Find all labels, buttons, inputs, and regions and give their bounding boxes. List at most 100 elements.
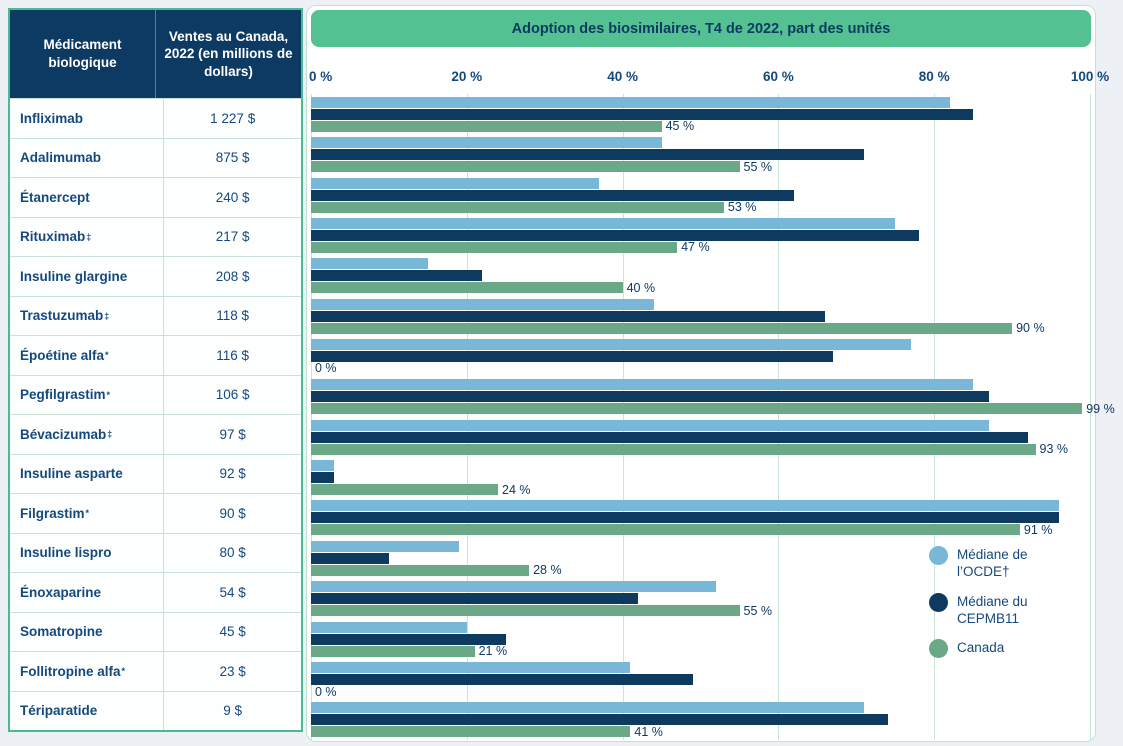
drug-name: Somatropine [20,624,103,640]
drug-name-cell: Follitropine alfa * [20,663,126,679]
drug-name: Bévacizumab [20,426,107,442]
drug-name-cell: Tériparatide [10,692,163,731]
canada-value-label: 41 % [634,724,663,739]
bar-canada [311,443,1036,455]
bar-ocde [311,500,1059,512]
table-row: Trastuzumab ‡ 118 $ [10,295,301,335]
plot-area: 45 % 55 % 53 % 47 % 40 % 90 % 0 % 99 % 93 % 24 % 9… [311,94,1115,740]
drug-name: Insuline lispro [20,545,112,561]
sales-value-cell: 23 $ [163,652,301,691]
canada-value-label: 91 % [1023,522,1053,537]
drug-name: Follitropine alfa [20,663,121,679]
drug-name: Insuline asparte [20,466,123,482]
gridline [934,94,936,740]
bar-cepmb [311,350,833,362]
gridline [622,94,624,740]
bar-canada [311,241,678,253]
table-row: Tériparatide 9 $ [10,690,301,731]
drug-name: Étanercept [20,189,90,205]
sales-value-cell: 80 $ [163,533,301,572]
chart-title: Adoption des biosimilaires, T4 de 2022, … [511,20,891,37]
canada-value-label: 99 % [1086,401,1115,416]
drug-name: Époétine alfa [20,347,105,363]
sales-value-cell: 875 $ [163,138,301,177]
bar-canada [311,282,623,294]
bar-canada [311,605,740,617]
canada-value-label: 55 % [743,603,773,618]
canada-value-label: 90 % [1016,321,1045,336]
drug-column-header: Médicament biologique [43,37,122,70]
sales-value-cell: 92 $ [163,454,301,493]
bar-ocde [311,581,717,593]
bar-ocde [311,96,950,108]
bar-ocde [311,338,911,350]
drug-name-cell: Filgrastim * [20,505,90,521]
bar-canada [311,161,740,173]
cepmb-legend-dot [929,592,948,612]
chart-panel: Adoption des biosimilaires, T4 de 2022, … [306,5,1115,742]
bar-cepmb [311,229,919,241]
legend-label: Médiane du CEPMB11 [957,593,1028,626]
table-row: Énoxaparine 54 $ [10,572,301,612]
canada-value-label: 24 % [502,482,531,497]
canada-value-label: 28 % [533,563,562,578]
drug-name-cell: Insuline lispro [10,534,163,573]
drug-sales-table: Médicament biologique Ventes au Canada, … [8,8,303,732]
drug-name: Adalimumab [20,150,102,166]
drug-name-cell: Époétine alfa * [20,347,109,363]
bar-ocde [311,137,662,149]
legend-item-ocde: Médiane de l’OCDE† [929,546,1041,581]
drug-name-cell: Bévacizumab ‡ [20,426,113,442]
bar-cepmb [311,633,506,645]
bar-ocde [311,217,896,229]
x-axis-ticks: 0 % 20 % 40 % 60 % 80 % 100 % [309,69,1109,89]
drug-name-cell: Étanercept [10,178,163,217]
canada-value-label: 55 % [743,159,773,174]
bar-canada [311,726,631,738]
bar-cepmb [311,552,389,564]
bar-cepmb [311,270,483,282]
drug-name-cell: Adalimumab [10,139,163,178]
x-tick-label: 20 % [451,69,483,84]
bar-canada [311,403,1083,415]
table-row: Insuline glargine 208 $ [10,256,301,296]
bar-ocde [311,460,335,472]
sales-column-header: Ventes au Canada, 2022 (en millions de d… [155,10,301,98]
bar-ocde [311,540,459,552]
legend-item-cepmb: Médiane du CEPMB11 [929,592,1041,628]
gridline [466,94,468,740]
drug-name: Rituximab [20,229,86,245]
bar-cepmb [311,431,1028,443]
bar-ocde [311,662,631,673]
canada-value-label: 0 % [315,684,337,699]
drug-name-cell: Insuline glargine [10,257,163,296]
drug-name: Trastuzumab [20,308,104,324]
canada-value-label: 21 % [478,644,508,659]
canada-value-label: 45 % [665,119,695,134]
sales-value-cell: 208 $ [163,257,301,296]
bar-ocde [311,621,467,633]
sales-value-cell: 116 $ [163,336,301,375]
drug-name-cell: Somatropine [10,613,163,652]
drug-name-cell: Infliximab [10,99,163,138]
drug-name: Filgrastim [20,505,85,521]
canada-value-label: 0 % [315,361,337,376]
bar-canada [311,120,662,132]
legend-label: Médiane de l’OCDE† [957,547,1028,580]
table-row: Filgrastim * 90 $ [10,493,301,533]
table-row: Insuline asparte 92 $ [10,453,301,493]
bar-cepmb [311,310,826,322]
legend-item-canada: Canada [929,639,1041,659]
table-row: Follitropine alfa * 23 $ [10,651,301,691]
x-tick-label: 40 % [607,69,638,84]
drug-table-body: Infliximab 1 227 $ Adalimumab 875 $ Étanerce… [10,98,301,730]
drug-name: Insuline glargine [20,268,128,284]
bar-cepmb [311,714,888,726]
sales-value-cell: 45 $ [163,612,301,651]
canada-value-label: 93 % [1039,442,1069,457]
bar-cepmb [311,108,974,120]
sales-value-cell: 106 $ [163,375,301,414]
sales-value-cell: 90 $ [163,494,301,533]
drug-name-cell: Rituximab ‡ [20,229,92,245]
bar-ocde [311,177,600,189]
